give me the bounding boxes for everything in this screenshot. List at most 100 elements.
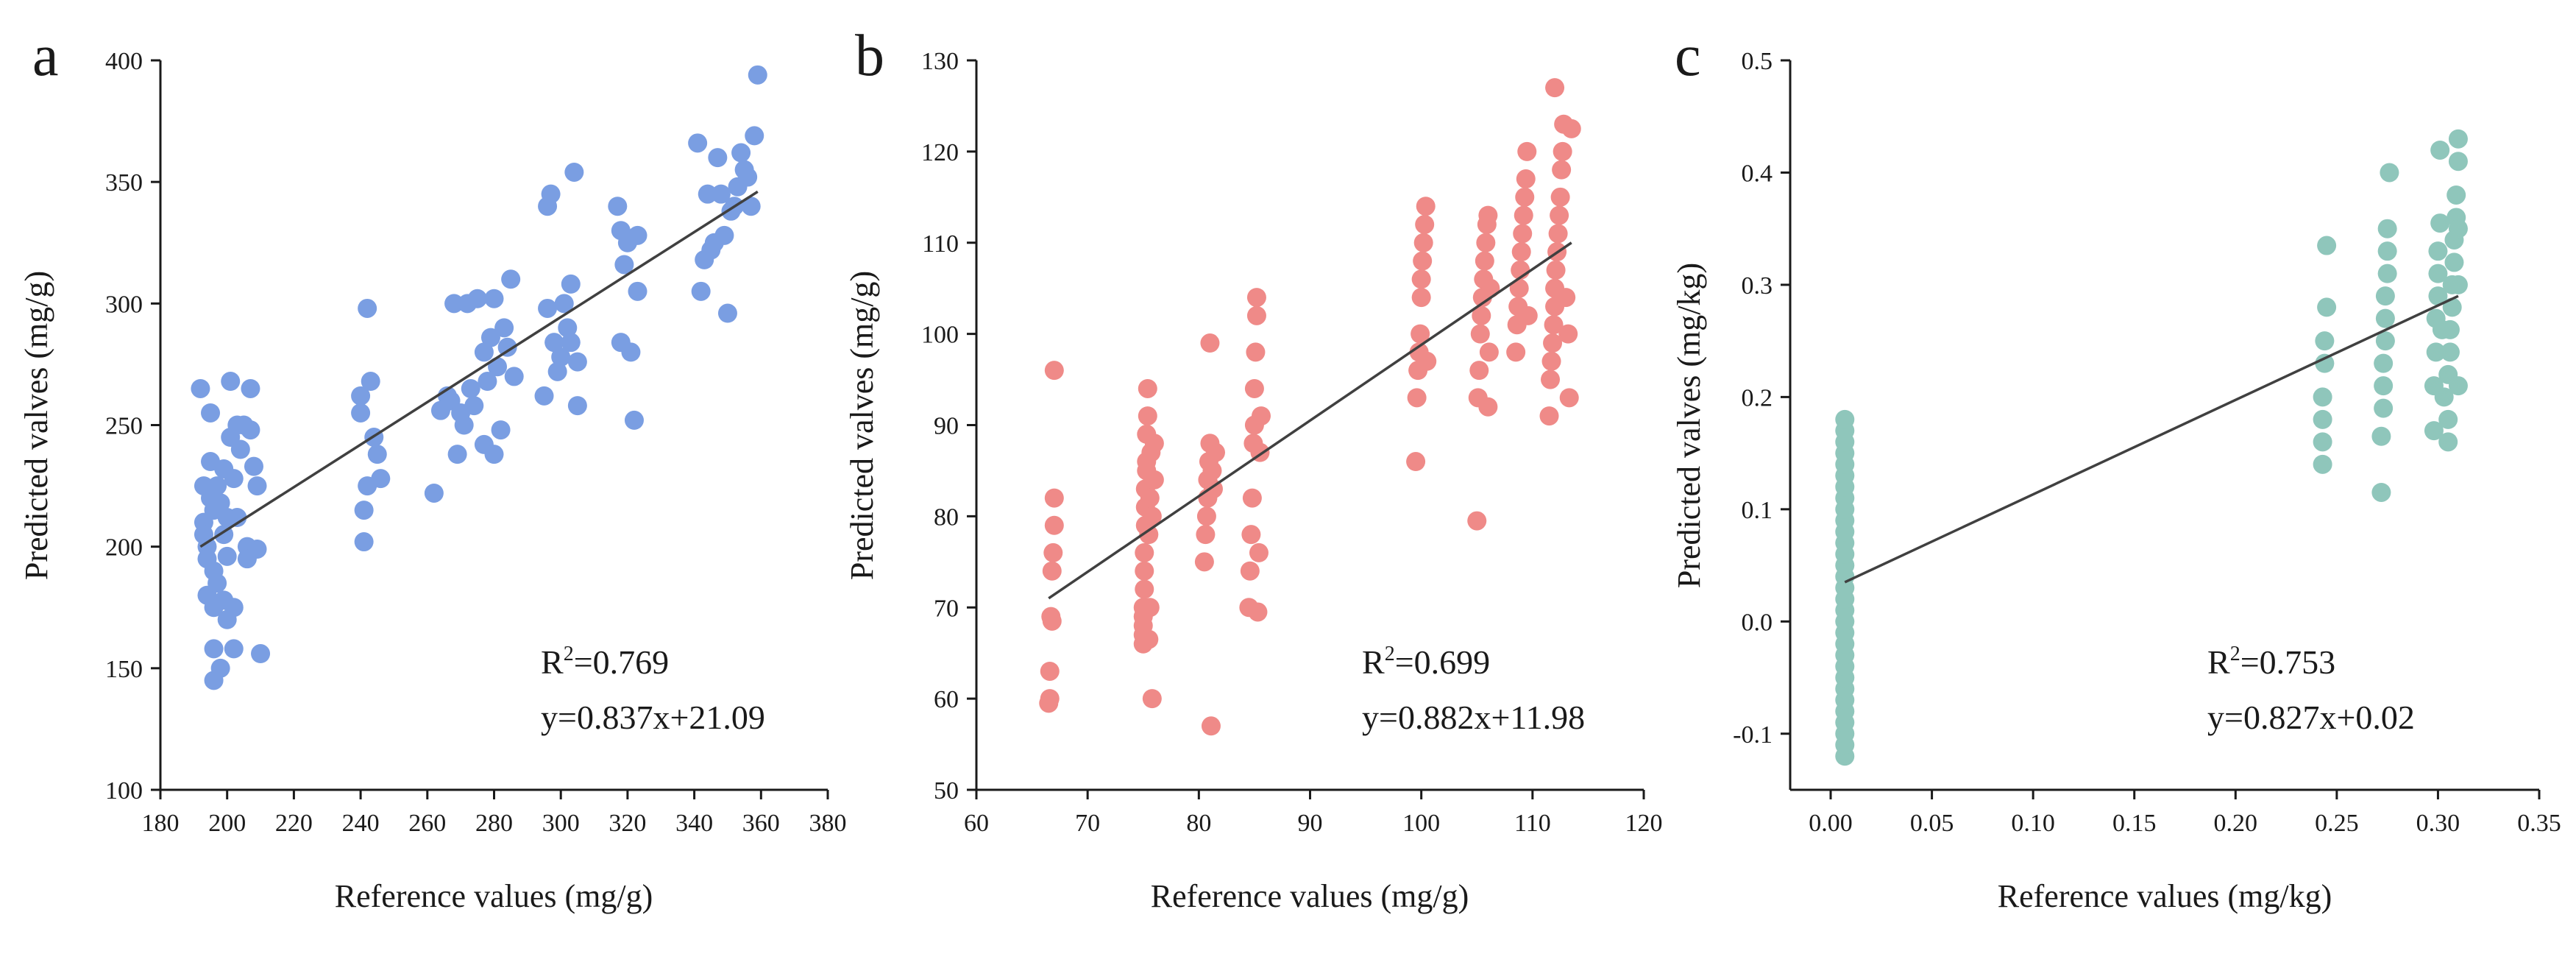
data-point-a (691, 281, 711, 301)
data-point-c (2448, 129, 2468, 149)
r2-superscript-a: 2 (564, 643, 574, 665)
x-tick-label-a: 240 (342, 810, 380, 837)
data-point-b (1546, 260, 1566, 280)
y-tick-label-a: 300 (105, 291, 143, 318)
data-point-b (1472, 305, 1491, 325)
data-point-a (210, 658, 230, 678)
data-point-b (1559, 388, 1579, 408)
x-tick-label-a: 340 (675, 810, 713, 837)
data-point-b (1550, 205, 1569, 225)
data-point-c (2380, 163, 2399, 183)
data-point-a (224, 469, 244, 489)
y-tick-label-b: 120 (921, 139, 959, 166)
data-point-a (504, 367, 524, 386)
data-point-b (1135, 542, 1154, 562)
data-point-c (2371, 426, 2391, 446)
y-tick-label-b: 100 (921, 322, 959, 349)
x-axis-title-a: Reference values (mg/g) (335, 878, 653, 914)
data-point-c (2375, 331, 2395, 351)
data-point-a (748, 65, 767, 85)
data-point-a (424, 483, 444, 503)
data-point-a (251, 644, 271, 664)
data-point-a (478, 372, 497, 392)
data-point-a (497, 337, 517, 357)
x-tick-label-a: 360 (742, 810, 780, 837)
data-point-b (1044, 515, 1064, 535)
y-tick-label-b: 80 (934, 503, 959, 531)
data-point-c (2428, 264, 2448, 283)
data-point-c (2313, 409, 2332, 429)
data-point-c (2434, 387, 2454, 407)
fit-line-a (199, 190, 759, 548)
data-point-b (1248, 602, 1268, 622)
panel-letter-b: b (855, 24, 884, 88)
panel-b: b 60 70 80 90 100 110 120506070809010011012013… (844, 24, 1663, 914)
data-point-b (1413, 233, 1433, 252)
x-tick-label-c: 0.20 (2214, 810, 2258, 837)
data-point-a (491, 420, 511, 440)
y-tick-label-c: 0.3 (1742, 272, 1773, 300)
data-point-b (1470, 324, 1490, 344)
data-point-a (247, 539, 267, 559)
y-tick-label-a: 350 (105, 169, 143, 197)
data-point-c (2377, 219, 2397, 238)
data-point-a (224, 639, 244, 659)
data-point-b (1411, 269, 1431, 289)
x-tick-label-b: 110 (1514, 810, 1551, 837)
data-point-a (501, 269, 521, 289)
data-point-b (1407, 388, 1427, 408)
data-point-c (2315, 353, 2335, 373)
data-point-a (628, 225, 647, 245)
data-point-a (484, 289, 504, 308)
data-point-b (1558, 324, 1578, 344)
x-tick-label-a: 200 (208, 810, 246, 837)
r2-superscript-c: 2 (2230, 643, 2240, 665)
data-point-a (474, 342, 494, 362)
panel-letter-c: c (1675, 24, 1701, 88)
y-axis-title-a: Predicted valves (mg/g) (18, 271, 54, 580)
data-point-b (1202, 461, 1222, 481)
x-tick-label-a: 180 (142, 810, 180, 837)
data-point-b (1251, 406, 1271, 426)
data-point-b (1246, 305, 1266, 325)
data-point-a (207, 573, 227, 593)
data-point-a (217, 546, 237, 566)
data-point-c (2313, 454, 2332, 474)
data-point-c (2313, 432, 2332, 452)
data-point-a (547, 361, 567, 381)
data-point-a (688, 133, 708, 153)
data-point-a (444, 294, 464, 314)
x-tick-label-a: 320 (608, 810, 646, 837)
data-point-a (714, 225, 734, 245)
data-point-b (1511, 242, 1531, 262)
points-b (1039, 78, 1581, 736)
data-point-b (1249, 542, 1269, 562)
y-tick-label-b: 50 (934, 777, 959, 805)
data-point-b (1196, 525, 1216, 545)
data-point-a (544, 333, 564, 353)
y-tick-label-c: 0.2 (1742, 384, 1773, 411)
x-tick-label-c: 0.30 (2416, 810, 2460, 837)
points-c (1835, 129, 2468, 766)
x-tick-label-b: 120 (1625, 810, 1663, 837)
data-point-a (447, 445, 467, 464)
data-point-b (1246, 288, 1266, 308)
data-point-a (227, 508, 247, 528)
data-point-a (534, 386, 554, 406)
data-point-a (241, 378, 260, 398)
data-point-b (1545, 78, 1565, 98)
r2-annotation-b: R2=0.699 (1362, 643, 1490, 681)
data-point-b (1516, 169, 1536, 189)
y-tick-label-b: 60 (934, 686, 959, 713)
panel-letter-a: a (32, 24, 59, 88)
data-point-b (1476, 233, 1496, 252)
x-tick-label-b: 70 (1075, 810, 1100, 837)
data-point-c (2371, 482, 2391, 502)
x-tick-label-c: 0.05 (1910, 810, 1954, 837)
data-point-b (1194, 552, 1214, 572)
data-point-b (1543, 333, 1563, 353)
data-point-c (2317, 297, 2337, 317)
data-point-b (1044, 488, 1064, 508)
data-point-b (1556, 288, 1576, 308)
data-point-b (1413, 251, 1433, 271)
